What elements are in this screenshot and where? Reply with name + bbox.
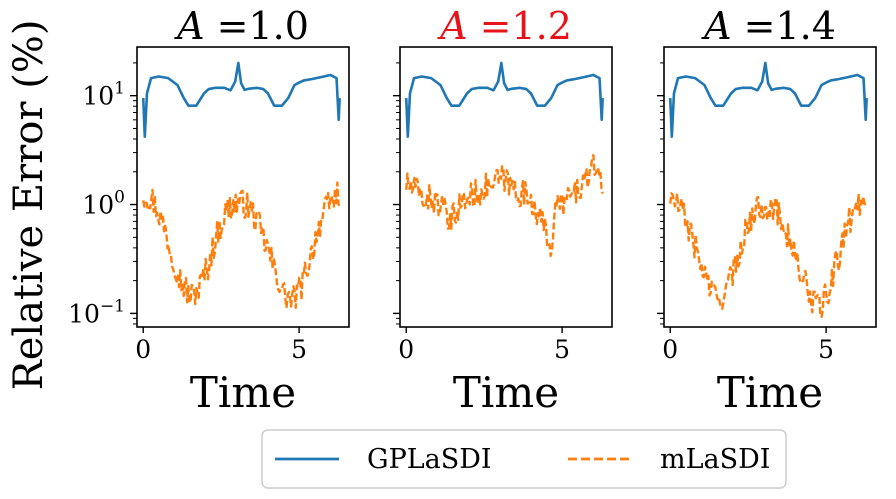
legend-mlasdi-label: mLaSDI xyxy=(660,444,770,475)
legend: GPLaSDI mLaSDI xyxy=(261,429,787,489)
panel-frame xyxy=(399,46,613,328)
y-tick-label: 100 xyxy=(82,188,125,220)
x-axis-label: Time xyxy=(453,368,559,417)
legend-frame xyxy=(261,429,787,489)
x-tick-label: 0 xyxy=(398,335,414,364)
panel-frame xyxy=(136,46,350,328)
panel-3: A =1.4 0 5 Time xyxy=(657,4,877,417)
series-mlasdi-line xyxy=(142,181,341,310)
x-tick-label: 5 xyxy=(554,335,570,364)
panel-title-variable: A xyxy=(701,4,744,48)
x-tick-label: 0 xyxy=(135,335,151,364)
panel-1: A =1.0 0 5 Time 10−1 100 101 xyxy=(68,4,350,417)
x-axis-label: Time xyxy=(717,368,823,417)
x-axis-label: Time xyxy=(190,368,296,417)
panel-title-variable: A xyxy=(174,4,217,48)
panel-title-value: =1.4 xyxy=(744,4,836,48)
series-gplasdi-line xyxy=(668,61,868,138)
legend-gplasdi-label: GPLaSDI xyxy=(367,444,492,475)
y-axis-label: Relative Error (%) xyxy=(6,20,52,391)
series-mlasdi-line xyxy=(669,192,868,318)
panel-2: A =1.2 0 5 Time xyxy=(393,4,613,417)
panel-title: A =1.4 xyxy=(701,4,836,48)
y-tick-label: 10−1 xyxy=(68,296,125,328)
series-gplasdi-line xyxy=(404,61,604,138)
series-gplasdi-line xyxy=(141,61,341,138)
y-tick-label: 101 xyxy=(82,79,125,111)
panel-title-value: =1.2 xyxy=(480,4,572,48)
panel-title-variable: A xyxy=(437,4,480,48)
panel-title: A =1.2 xyxy=(437,4,572,48)
x-tick-label: 5 xyxy=(291,335,307,364)
panel-title: A =1.0 xyxy=(174,4,309,48)
x-tick-label: 5 xyxy=(818,335,834,364)
panel-frame xyxy=(663,46,877,328)
series-mlasdi-line xyxy=(405,154,604,258)
panel-title-value: =1.0 xyxy=(217,4,309,48)
x-tick-label: 0 xyxy=(662,335,678,364)
